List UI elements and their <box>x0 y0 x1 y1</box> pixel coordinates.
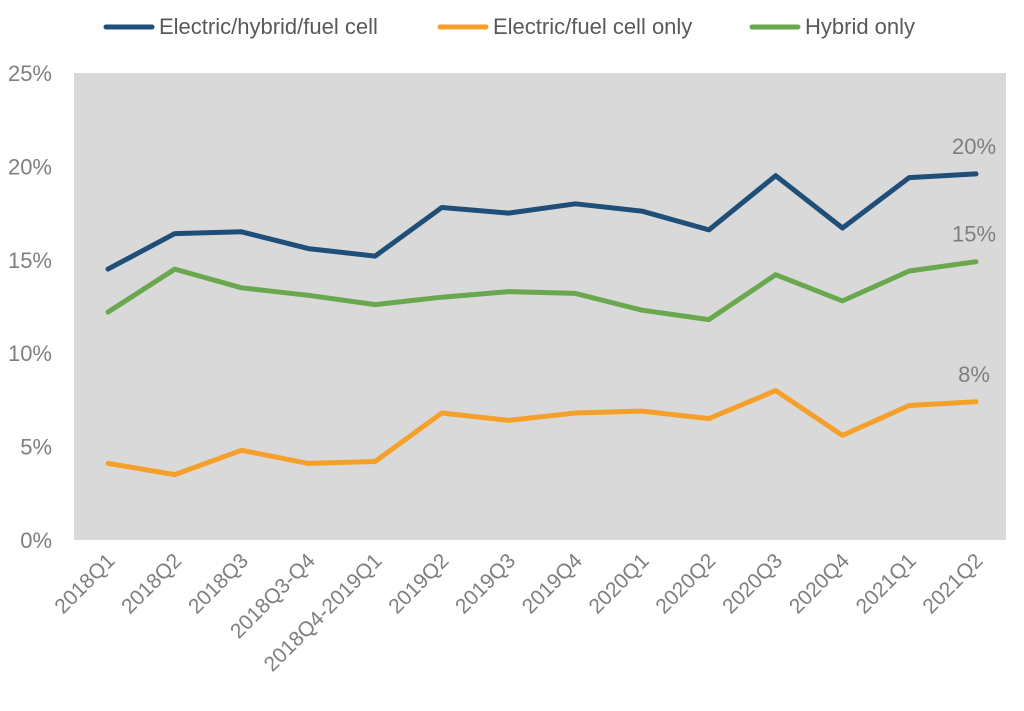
end-labels: 20% 8% 15% <box>952 134 996 387</box>
x-tick-label: 2019Q3 <box>451 549 520 618</box>
x-tick-label: 2020Q4 <box>785 549 854 618</box>
x-tick-label: 2021Q2 <box>918 549 987 618</box>
x-tick-label: 2020Q2 <box>651 549 720 618</box>
end-value-label: 20% <box>952 134 996 159</box>
legend-label: Electric/hybrid/fuel cell <box>159 14 378 39</box>
y-tick-label: 25% <box>8 61 52 86</box>
series-line-hybrid-only <box>105 259 979 323</box>
x-tick-label: 2020Q1 <box>585 549 654 618</box>
x-tick-label: 2018Q3 <box>184 549 253 618</box>
y-tick-label: 5% <box>20 435 52 460</box>
y-tick-label: 10% <box>8 341 52 366</box>
x-tick-label: 2019Q4 <box>518 549 587 618</box>
x-axis: 2018Q12018Q22018Q32018Q3-Q42018Q4-2019Q1… <box>50 549 987 676</box>
series-lines <box>105 171 979 478</box>
series-line-electric-hybrid-fuel-cell <box>105 171 979 272</box>
legend-label: Electric/fuel cell only <box>493 14 692 39</box>
series-line-electric-fuel-cell-only <box>105 388 979 478</box>
legend: Electric/hybrid/fuel cell Electric/fuel c… <box>103 14 915 39</box>
legend-item: Electric/hybrid/fuel cell <box>103 14 378 39</box>
x-tick-label: 2018Q1 <box>50 549 119 618</box>
end-value-label: 15% <box>952 222 996 247</box>
x-tick-label: 2020Q3 <box>718 549 787 618</box>
plot-area <box>74 73 1006 540</box>
legend-item: Electric/fuel cell only <box>437 14 692 39</box>
end-value-label: 8% <box>958 362 990 387</box>
x-tick-label: 2019Q2 <box>384 549 453 618</box>
y-tick-label: 15% <box>8 248 52 273</box>
legend-item: Hybrid only <box>749 14 915 39</box>
x-tick-label: 2018Q4-2019Q1 <box>260 549 387 676</box>
x-tick-label: 2018Q2 <box>117 549 186 618</box>
y-tick-label: 20% <box>8 154 52 179</box>
y-axis: 0% 5% 10% 15% 20% 25% <box>8 61 52 553</box>
y-tick-label: 0% <box>20 528 52 553</box>
x-tick-label: 2021Q1 <box>852 549 921 618</box>
legend-label: Hybrid only <box>805 14 915 39</box>
